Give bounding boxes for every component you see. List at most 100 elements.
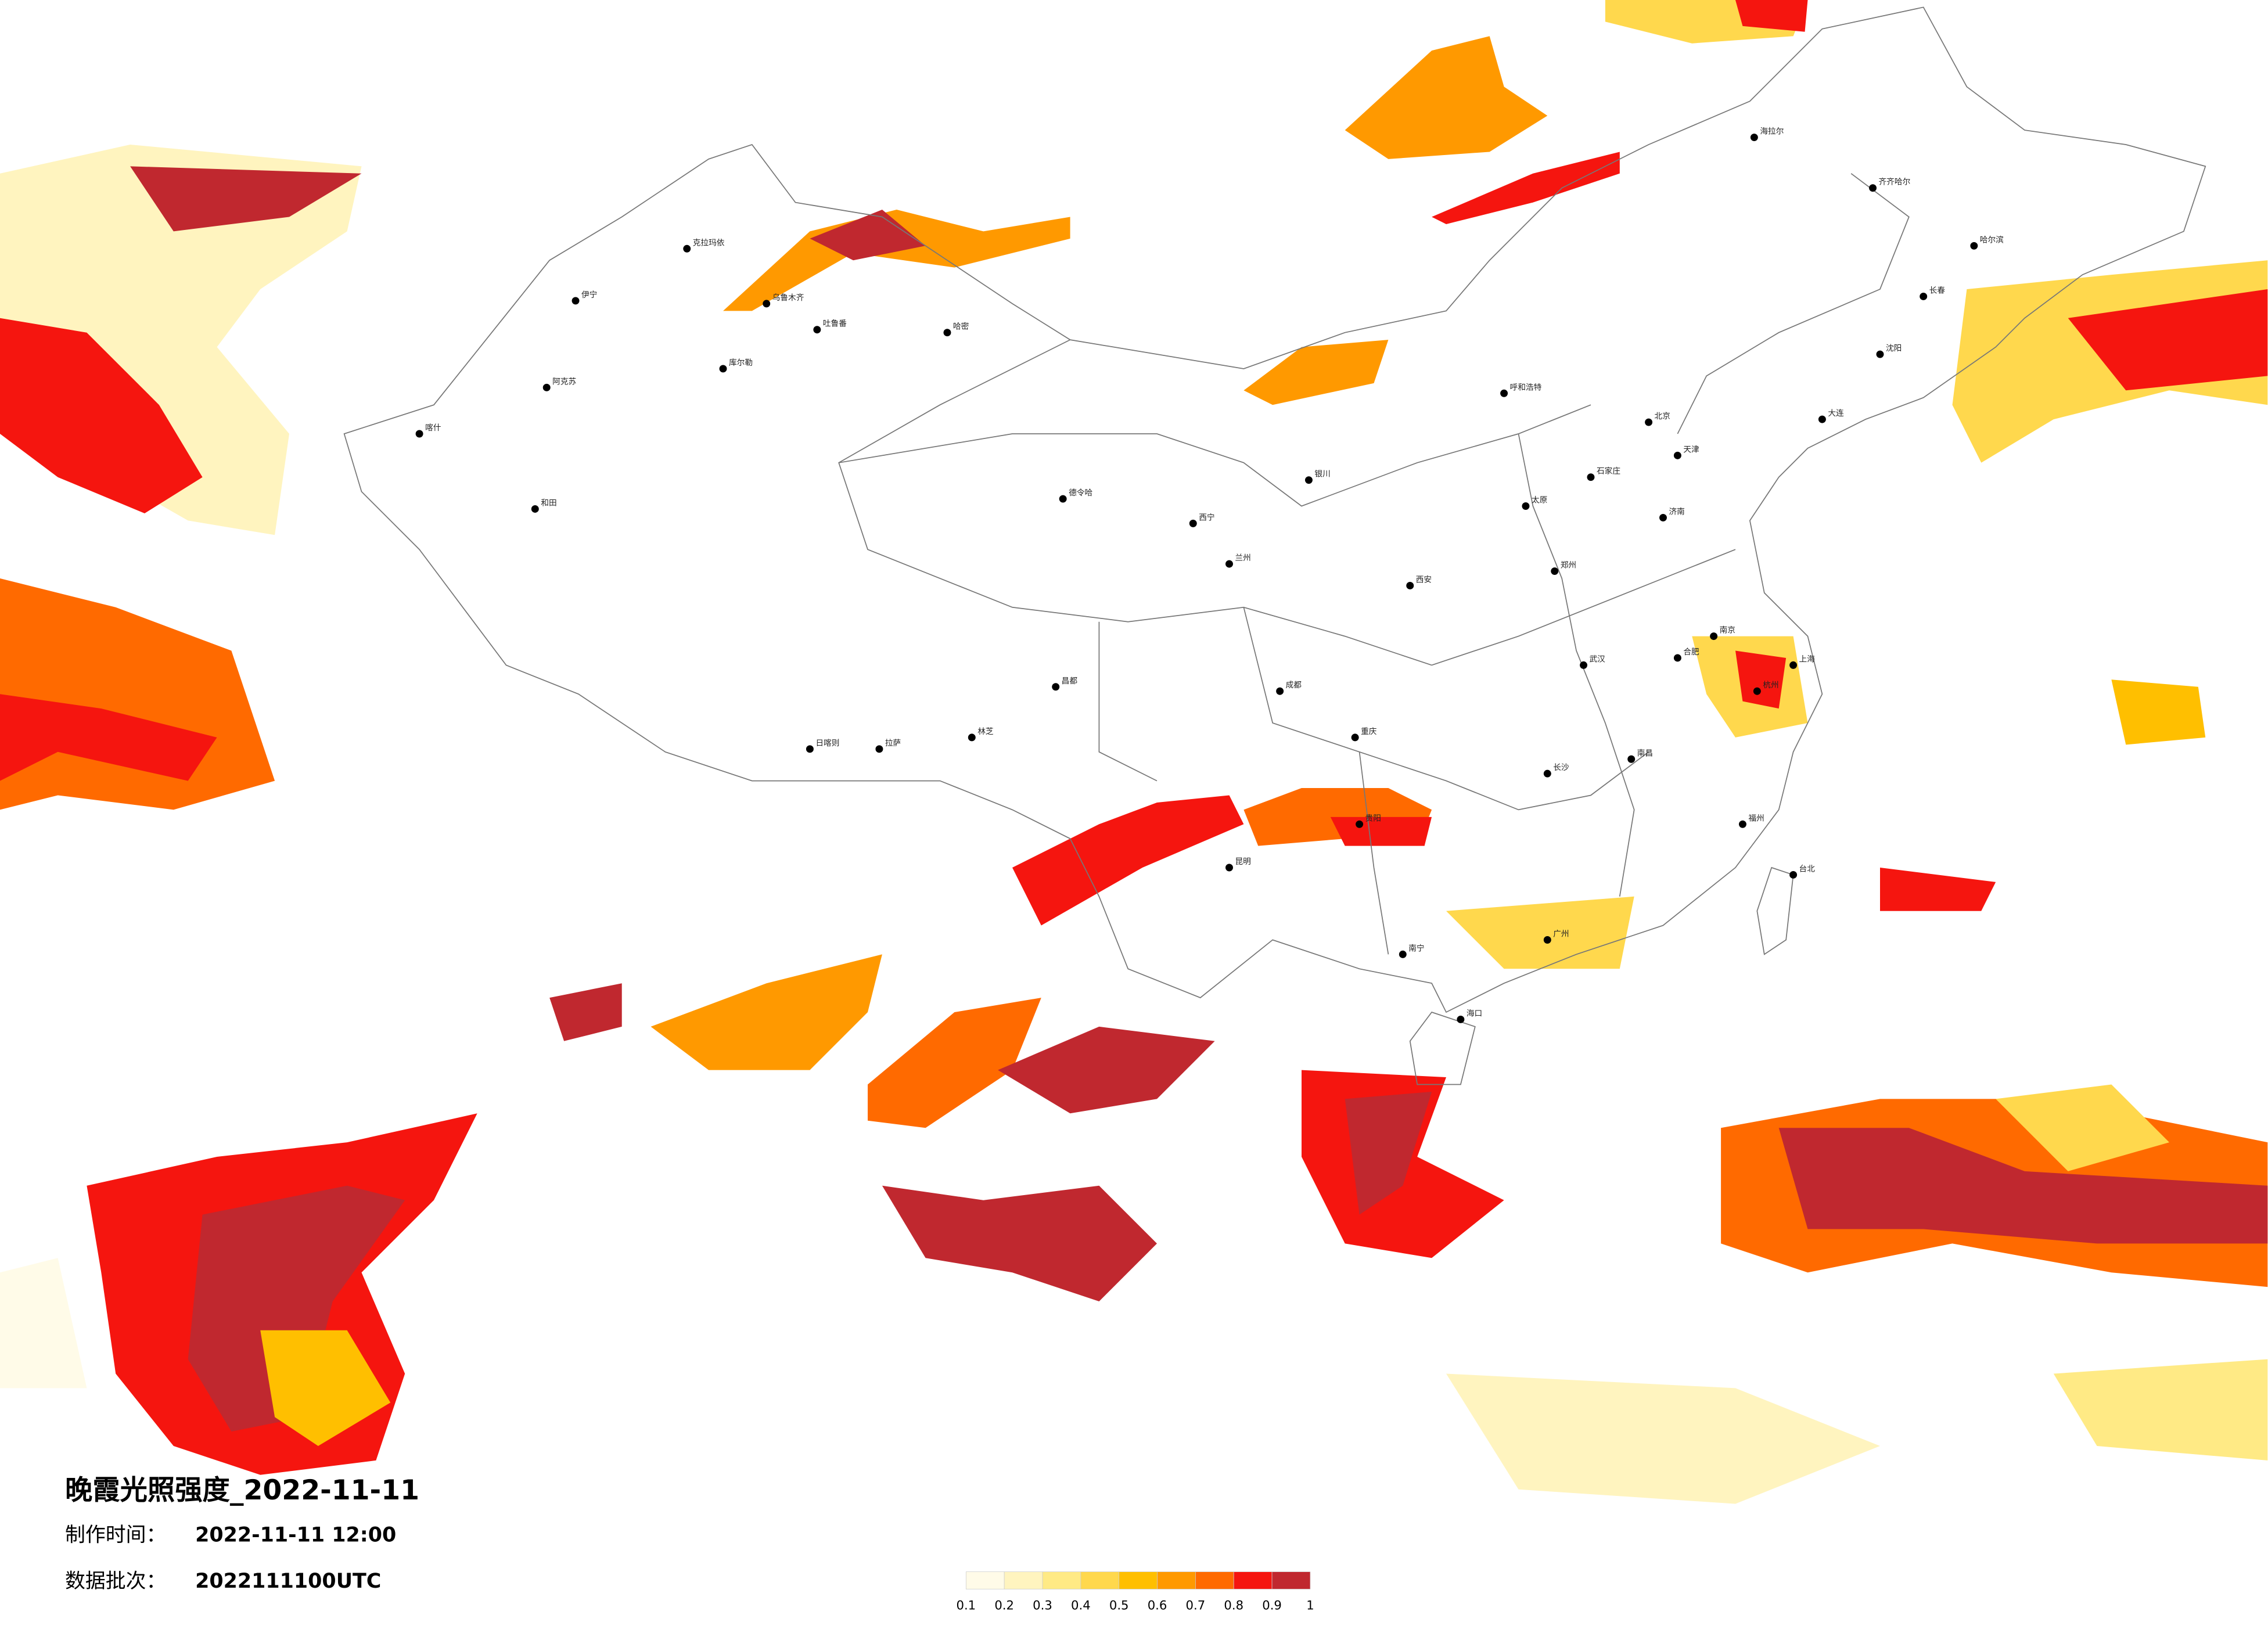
city-label: 太原 bbox=[1532, 496, 1547, 505]
city-label: 银川 bbox=[1314, 470, 1330, 479]
city-label: 林芝 bbox=[977, 727, 994, 736]
city-label: 福州 bbox=[1748, 814, 1764, 823]
city-label: 台北 bbox=[1799, 864, 1816, 873]
city-dot bbox=[968, 733, 976, 742]
city-label: 德令哈 bbox=[1069, 488, 1092, 498]
city-dot bbox=[1627, 755, 1636, 763]
city-dot bbox=[1818, 415, 1826, 423]
city-label: 海拉尔 bbox=[1760, 127, 1784, 136]
city-dot bbox=[1543, 936, 1551, 944]
city-label: 武汉 bbox=[1590, 654, 1606, 664]
city-dot bbox=[1789, 870, 1798, 879]
colorbar-tick-label: 0.3 bbox=[1033, 1598, 1052, 1612]
city-dot bbox=[1399, 950, 1407, 958]
city-dot bbox=[1673, 451, 1681, 459]
made-label: 制作时间： bbox=[65, 1523, 166, 1546]
colorbar-swatch bbox=[1157, 1571, 1196, 1589]
city-label: 大连 bbox=[1828, 409, 1844, 418]
city-label: 成都 bbox=[1286, 681, 1302, 690]
city-dot bbox=[1500, 389, 1508, 397]
colorbar-swatch bbox=[1042, 1571, 1081, 1589]
city-label: 济南 bbox=[1669, 507, 1684, 516]
city-dot bbox=[1673, 654, 1681, 662]
city-dot bbox=[1645, 418, 1653, 426]
colorbar-tick-label: 0.1 bbox=[956, 1598, 976, 1612]
city-label: 和田 bbox=[541, 499, 556, 508]
city-label: 阿克苏 bbox=[552, 377, 576, 386]
city-label: 南昌 bbox=[1637, 749, 1653, 758]
city-label: 西安 bbox=[1416, 575, 1432, 584]
borders bbox=[343, 6, 2206, 1085]
city-dot bbox=[1052, 683, 1060, 691]
colorbar-tick-label: 0.2 bbox=[994, 1598, 1014, 1612]
city-label: 伊宁 bbox=[581, 290, 597, 300]
colorbar-tick-label: 0.8 bbox=[1224, 1598, 1243, 1612]
map-title: 晚霞光照强度_2022-11-11 bbox=[65, 1474, 419, 1506]
city-dot bbox=[572, 297, 580, 305]
city-dot bbox=[875, 745, 883, 753]
colorbar-tick-label: 0.9 bbox=[1262, 1598, 1282, 1612]
city-label: 杭州 bbox=[1763, 681, 1778, 690]
city-dot bbox=[1189, 519, 1197, 527]
city-dot bbox=[1304, 476, 1313, 484]
colorbar-swatch bbox=[965, 1571, 1005, 1589]
city-dot bbox=[719, 365, 727, 373]
city-dot bbox=[1551, 567, 1559, 575]
city-dot bbox=[1920, 292, 1928, 300]
city-dot bbox=[763, 300, 771, 308]
glow-areas bbox=[0, 0, 2268, 1504]
colorbar-tick-label: 1 bbox=[1306, 1598, 1314, 1612]
city-dot bbox=[806, 745, 814, 753]
city-label: 日喀则 bbox=[815, 739, 839, 748]
city-dot bbox=[1356, 820, 1364, 828]
city-label: 上海 bbox=[1799, 654, 1816, 664]
city-dot bbox=[542, 383, 551, 391]
city-label: 郑州 bbox=[1561, 561, 1576, 570]
city-dot bbox=[1789, 661, 1798, 669]
city-dot bbox=[1059, 495, 1067, 503]
colorbar-swatch bbox=[1271, 1571, 1311, 1589]
city-label: 沈阳 bbox=[1886, 344, 1902, 353]
city-dot bbox=[1406, 581, 1414, 589]
city-dot bbox=[1351, 733, 1359, 742]
colorbar: 0.1 0.2 0.3 0.4 0.5 0.6 0.7 0.8 0.9 1 bbox=[956, 1571, 1314, 1612]
colorbar-tick-label: 0.4 bbox=[1071, 1598, 1091, 1612]
city-dot bbox=[1738, 820, 1746, 828]
city-dot bbox=[1543, 769, 1551, 778]
city-dot bbox=[943, 329, 951, 337]
city-dot bbox=[1276, 687, 1284, 695]
city-dot bbox=[1457, 1015, 1465, 1023]
city-dot bbox=[415, 430, 423, 438]
city-label: 贵阳 bbox=[1365, 814, 1381, 823]
city-dot bbox=[1750, 134, 1758, 142]
city-dot bbox=[1869, 184, 1877, 192]
city-label: 昌都 bbox=[1062, 677, 1078, 686]
city-label: 呼和浩特 bbox=[1510, 383, 1542, 392]
city-dot bbox=[813, 326, 821, 334]
city-label: 兰州 bbox=[1235, 553, 1250, 563]
city-label: 喀什 bbox=[425, 423, 441, 433]
city-label: 西宁 bbox=[1199, 512, 1214, 522]
city-dot bbox=[531, 505, 539, 513]
city-dot bbox=[1753, 687, 1761, 695]
city-label: 齐齐哈尔 bbox=[1879, 178, 1911, 187]
city-label: 长春 bbox=[1929, 286, 1946, 295]
city-label: 拉萨 bbox=[885, 739, 901, 748]
city-dot bbox=[1659, 513, 1667, 521]
colorbar-tick-label: 0.5 bbox=[1109, 1598, 1129, 1612]
colorbar-tick-label: 0.6 bbox=[1148, 1598, 1167, 1612]
batch-label: 数据批次： bbox=[65, 1570, 166, 1593]
colorbar-swatch bbox=[1233, 1571, 1273, 1589]
made-time: 2022-11-11 12:00 bbox=[195, 1523, 396, 1546]
city-label: 乌鲁木齐 bbox=[772, 293, 804, 303]
city-label: 昆明 bbox=[1235, 857, 1250, 866]
city-label: 合肥 bbox=[1683, 647, 1699, 657]
colorbar-tick-label: 0.7 bbox=[1186, 1598, 1206, 1612]
city-label: 北京 bbox=[1655, 412, 1670, 421]
colorbar-swatch bbox=[1004, 1571, 1043, 1589]
city-label: 库尔勒 bbox=[729, 358, 753, 368]
city-label: 重庆 bbox=[1361, 727, 1377, 736]
